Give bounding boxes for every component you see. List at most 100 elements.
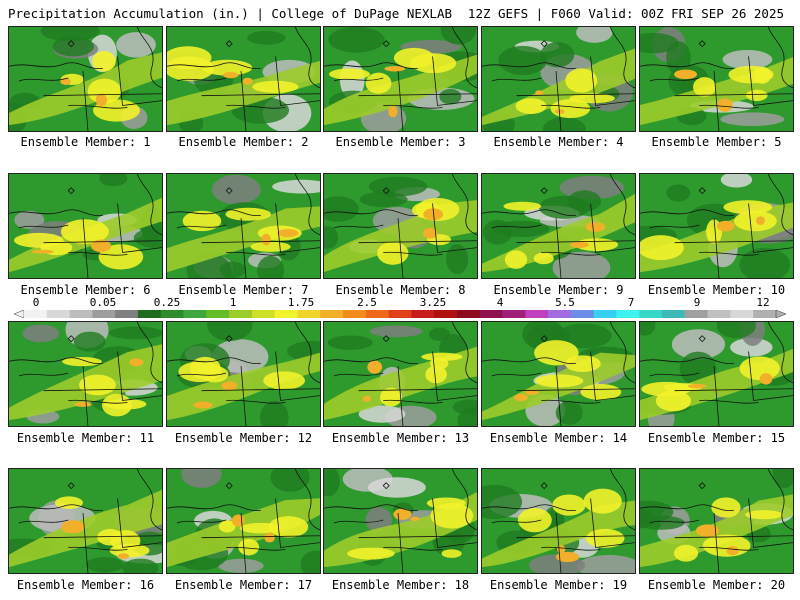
heavy-precip-area	[441, 549, 462, 558]
colorbar-tick-label: 0.25	[153, 296, 181, 309]
max-precip-area	[525, 389, 539, 396]
ensemble-member-map	[639, 321, 794, 427]
map-boundary-line	[541, 546, 601, 551]
light-precip-area	[207, 322, 253, 342]
map-boundary-line	[640, 504, 734, 512]
heavy-precip-area	[515, 98, 547, 114]
diamond-marker-icon	[540, 40, 548, 48]
max-precip-area	[726, 545, 739, 556]
max-precip-area	[570, 241, 589, 248]
heavy-precip-area	[347, 547, 395, 560]
map-boundary-line	[516, 535, 635, 539]
heavy-precip-area	[693, 77, 716, 97]
map-boundary-line	[18, 372, 69, 377]
heavy-precip-area	[239, 522, 282, 534]
light-precip-area	[446, 244, 469, 274]
map-boundary-line	[226, 546, 286, 551]
moderate-precip-band	[167, 498, 320, 568]
map-boundary-line	[294, 27, 320, 89]
map-boundary-line	[649, 224, 700, 229]
heavy-precip-area	[534, 340, 579, 366]
map-boundary-line	[383, 104, 443, 109]
heavy-precip-area	[504, 250, 528, 269]
map-boundary-line	[82, 71, 89, 131]
ensemble-member-label: Ensemble Member: 19	[489, 578, 628, 592]
max-precip-area	[222, 71, 239, 79]
map-boundary-line	[609, 322, 635, 384]
map-boundary-line	[9, 357, 103, 365]
max-precip-area	[74, 402, 92, 407]
moderate-precip-band	[9, 489, 162, 568]
diamond-marker-icon	[225, 40, 233, 48]
map-boundary-line	[43, 93, 162, 97]
colorbar-tick-label: 0	[32, 296, 40, 309]
map-boundary-line	[482, 62, 576, 70]
ensemble-member-label: Ensemble Member: 9	[493, 283, 624, 297]
ensemble-member-map	[166, 26, 321, 132]
precip-map	[640, 27, 793, 131]
precip-map	[9, 469, 162, 573]
map-boundary-line	[136, 469, 162, 531]
map-boundary-line	[201, 535, 320, 539]
dry-area	[576, 27, 613, 43]
dry-area	[218, 558, 264, 573]
max-precip-area	[117, 553, 130, 560]
map-boundary-line	[555, 513, 562, 573]
colorbar-tick-label: 1.75	[287, 296, 315, 309]
map-boundary-line	[333, 224, 384, 229]
heavy-precip-area	[102, 393, 132, 417]
light-precip-area	[540, 42, 575, 68]
ensemble-member-map	[481, 173, 636, 279]
precip-map	[640, 174, 793, 278]
map-boundary-line	[397, 71, 404, 131]
max-precip-area	[755, 216, 765, 226]
dry-area	[671, 329, 726, 360]
heavy-precip-area	[745, 89, 768, 102]
map-boundary-line	[333, 372, 384, 377]
heavy-precip-area	[744, 510, 784, 520]
max-precip-area	[393, 508, 412, 520]
colorbar-segment	[662, 310, 686, 318]
map-boundary-line	[324, 504, 418, 512]
colorbar-segment	[297, 310, 321, 318]
diamond-marker-icon	[67, 187, 75, 195]
max-precip-area	[695, 524, 720, 537]
colorbar-segment	[137, 310, 162, 318]
max-precip-area	[388, 106, 398, 118]
heavy-precip-area	[365, 72, 392, 94]
light-precip-area	[555, 400, 583, 425]
map-boundary-line	[482, 209, 576, 217]
colorbar	[14, 310, 786, 318]
light-precip-area	[542, 116, 586, 131]
diamond-marker-icon	[540, 482, 548, 490]
heavy-precip-area	[564, 355, 601, 373]
map-boundary-line	[136, 322, 162, 384]
ensemble-member-map	[166, 321, 321, 427]
colorbar-segment	[684, 310, 708, 318]
max-precip-area	[717, 98, 733, 112]
map-boundary-line	[640, 357, 734, 365]
heavy-precip-area	[380, 387, 403, 407]
ensemble-member-label: Ensemble Member: 17	[174, 578, 313, 592]
map-boundary-line	[649, 519, 700, 524]
dry-area	[116, 32, 156, 58]
map-boundary-line	[68, 399, 128, 404]
map-boundary-line	[491, 77, 542, 82]
colorbar-tick-label: 4	[496, 296, 504, 309]
map-boundary-line	[713, 366, 720, 426]
map-boundary-line	[674, 535, 793, 539]
dry-area	[14, 210, 45, 230]
dry-area	[722, 49, 773, 69]
map-boundary-line	[640, 62, 734, 70]
map-boundary-line	[383, 251, 443, 256]
heavy-precip-area	[739, 356, 780, 381]
map-boundary-line	[748, 498, 793, 548]
precip-map	[640, 469, 793, 573]
max-precip-area	[61, 520, 86, 534]
precip-map	[324, 27, 477, 131]
light-precip-area	[300, 550, 320, 573]
map-boundary-line	[82, 513, 89, 573]
map-boundary-line	[541, 251, 601, 256]
map-boundary-line	[451, 174, 477, 236]
diamond-marker-icon	[382, 187, 390, 195]
